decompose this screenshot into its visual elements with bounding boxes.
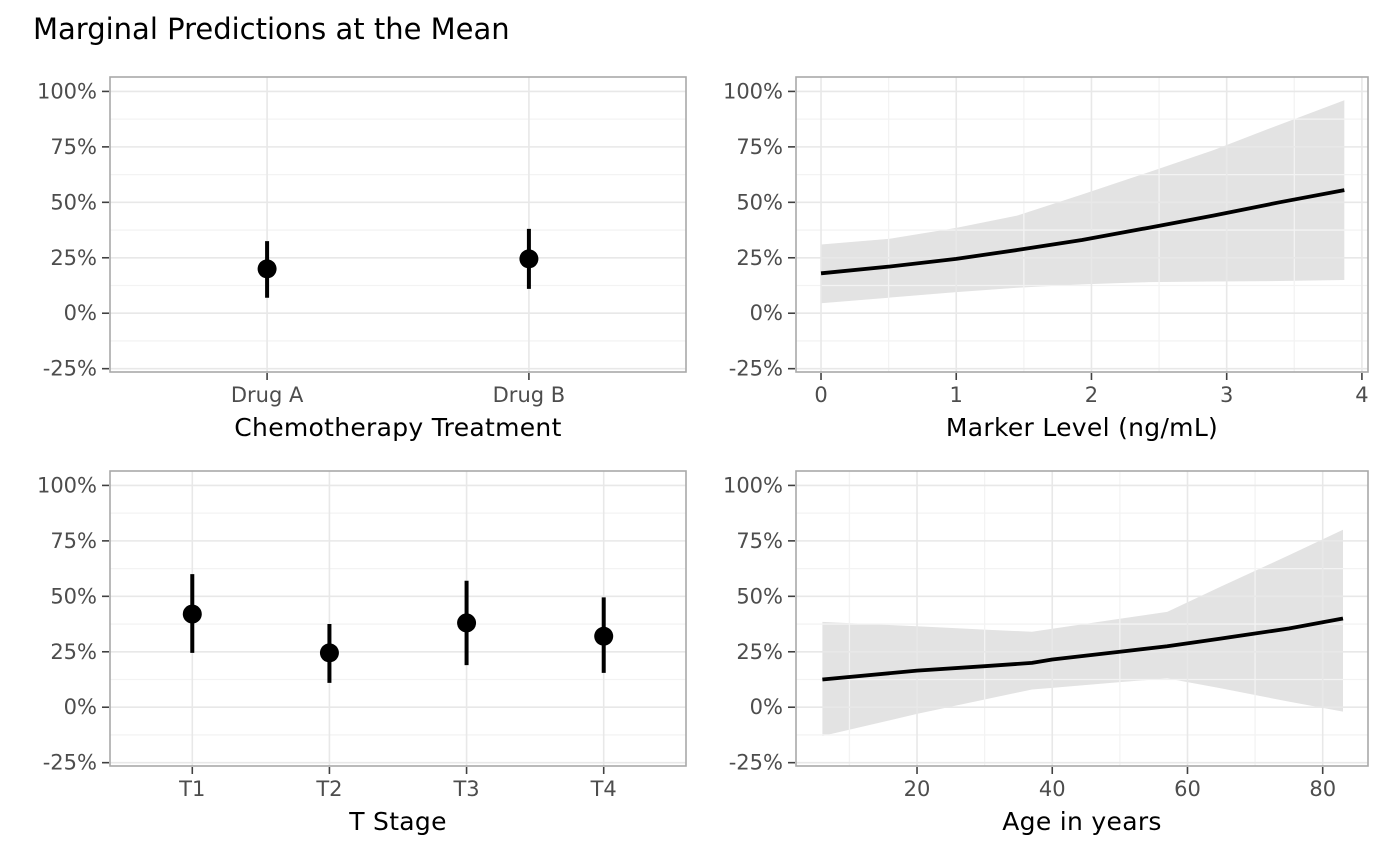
axis-ticks [788,484,1324,774]
chart-canvas-t-stage: 100% 75% 50% 25% 0% -25% T1 T2 T3 T4 T Stage [37,470,687,836]
x-axis-title: Age in years [1002,807,1161,836]
axis-tick-labels: 100% 75% 50% 25% 0% -25% T1 T2 T3 T4 [37,473,617,801]
y-tick-label: 25% [50,246,97,270]
grid-minor [796,471,1368,766]
x-tick-label: 80 [1309,777,1336,801]
x-tick-label: 0 [814,383,827,407]
y-tick-label: 0% [64,695,97,719]
axis-ticks [102,90,530,380]
pointrange-t4 [594,597,614,673]
panel-border [109,470,687,767]
y-tick-label: 25% [736,246,783,270]
axis-ticks [102,484,605,774]
pointrange-t3 [457,580,477,666]
estimate-point [182,604,202,624]
y-tick-label: 50% [736,190,783,214]
chart-canvas-marker-level-ng-ml: 100% 75% 50% 25% 0% -25% 0 1 2 3 4 Marker Level (ng… [723,76,1369,442]
grid-major [110,77,686,372]
y-tick-label: 0% [750,695,783,719]
y-tick-label: 100% [723,473,783,497]
y-tick-label: 100% [37,79,97,103]
estimate-point [457,613,477,633]
trend-line [822,616,1344,682]
x-tick-label: 20 [904,777,931,801]
x-tick-label: T1 [178,777,205,801]
y-tick-label: 75% [736,529,783,553]
x-tick-label: 60 [1174,777,1201,801]
grid-minor [110,118,686,342]
x-tick-label: Drug A [231,383,304,407]
grid-minor [110,512,686,736]
y-tick-label: -25% [43,357,97,381]
pointrange-drug-a [257,241,277,298]
panel-border [109,76,687,373]
chart-age-in-years: 100% 75% 50% 25% 0% -25% 20 40 60 80 Age in years [710,456,1396,866]
y-tick-label: 50% [50,584,97,608]
trend-line [820,188,1345,276]
x-tick-label: T2 [315,777,342,801]
x-axis-title: T Stage [348,807,447,836]
y-tick-label: -25% [729,751,783,775]
grid-major [796,471,1368,766]
grid-major [796,77,1368,372]
y-tick-label: 75% [736,135,783,159]
chart-chemotherapy-treatment: 100% 75% 50% 25% 0% -25% Drug A Drug B Chemother… [28,66,700,462]
confidence-ribbon [822,529,1343,737]
estimate-point [257,259,277,279]
chart-canvas-age-in-years: 100% 75% 50% 25% 0% -25% 20 40 60 80 Age in years [723,470,1369,836]
y-tick-label: -25% [43,751,97,775]
panel-border [795,76,1369,373]
y-tick-label: 0% [750,301,783,325]
y-tick-label: 50% [736,584,783,608]
x-axis-title: Marker Level (ng/mL) [946,413,1218,442]
x-tick-label: 3 [1220,383,1233,407]
axis-tick-labels: 100% 75% 50% 25% 0% -25% Drug A Drug B [37,79,565,407]
grid-minor [796,77,1368,372]
chart-marker-level: 100% 75% 50% 25% 0% -25% 0 1 2 3 4 Marker Level (ng… [710,66,1396,462]
x-tick-label: 4 [1355,383,1368,407]
x-tick-label: 2 [1085,383,1098,407]
panel-border [795,470,1369,767]
x-tick-label: T4 [590,777,617,801]
x-tick-label: T3 [452,777,479,801]
axis-tick-labels: 100% 75% 50% 25% 0% -25% 20 40 60 80 [723,473,1336,801]
y-tick-label: -25% [729,357,783,381]
y-tick-label: 100% [37,473,97,497]
y-tick-label: 75% [50,529,97,553]
axis-ticks [788,90,1363,380]
chart-canvas-chemotherapy-treatment: 100% 75% 50% 25% 0% -25% Drug A Drug B Chemother… [37,76,687,442]
x-tick-label: 40 [1039,777,1066,801]
y-tick-label: 25% [736,640,783,664]
y-tick-label: 50% [50,190,97,214]
y-tick-label: 0% [64,301,97,325]
y-tick-label: 25% [50,640,97,664]
figure-title: Marginal Predictions at the Mean [33,12,510,46]
pointrange-t2 [319,624,339,683]
estimate-point [594,626,614,646]
x-axis-title: Chemotherapy Treatment [234,413,561,442]
pointrange-t1 [182,574,202,653]
estimate-point [519,249,539,269]
pointrange-drug-b [519,228,539,289]
estimate-point [319,643,339,663]
x-tick-label: Drug B [493,383,566,407]
axis-tick-labels: 100% 75% 50% 25% 0% -25% 0 1 2 3 4 [723,79,1369,407]
y-tick-label: 100% [723,79,783,103]
y-tick-label: 75% [50,135,97,159]
x-tick-label: 1 [950,383,963,407]
chart-t-stage: 100% 75% 50% 25% 0% -25% T1 T2 T3 T4 T Stage [28,456,700,866]
